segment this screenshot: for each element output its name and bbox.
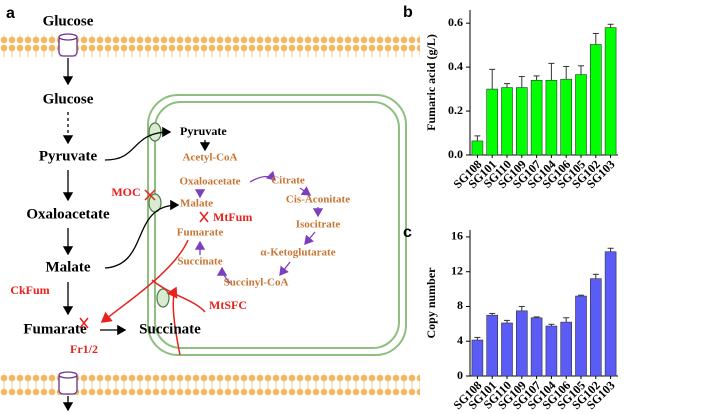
metabolite: Fumarate: [23, 321, 87, 337]
bar: [560, 321, 573, 377]
bar: [575, 74, 587, 156]
y-tick-label: 4: [457, 333, 463, 347]
diagram: a Glucose Glucose Pyruvate Oxaloacetate …: [0, 5, 420, 412]
y-tick-label: 0.6: [448, 15, 463, 29]
bar: [530, 80, 543, 156]
red-arrows: [79, 189, 209, 356]
bar: [471, 140, 484, 156]
y-tick-label: 0.0: [448, 147, 463, 161]
metabolite: Isocitrate: [296, 219, 341, 231]
y-tick-label: 12: [451, 263, 463, 277]
y-tick-label: 0: [457, 368, 463, 382]
mito-transporters: [148, 122, 170, 308]
bar: [589, 44, 602, 156]
metabolite: α-Ketoglutarate: [260, 247, 335, 259]
enzyme: MtFum: [213, 210, 252, 224]
bar: [486, 314, 499, 377]
y-tick-label: 0.4: [448, 59, 463, 73]
metabolite: Glucose: [43, 13, 94, 29]
metabolite: Acetyl-CoA: [183, 152, 238, 164]
y-axis-title: Copy number: [424, 267, 438, 339]
bar: [604, 27, 617, 156]
metabolite: Succinate: [177, 256, 222, 268]
metabolite: Succinyl-CoA: [224, 277, 289, 289]
y-tick-label: 8: [457, 298, 463, 312]
bar: [604, 251, 617, 377]
enzyme: MOC: [111, 185, 140, 199]
y-tick-label: 0.2: [448, 103, 463, 117]
bar: [501, 322, 513, 377]
tca-arrows: [194, 170, 324, 284]
metabolite: Fumarate: [177, 227, 224, 239]
metabolite: Malate: [46, 259, 91, 275]
bar: [486, 88, 499, 156]
metabolite: Cis-Aconitate: [286, 194, 350, 206]
enzyme: Fr1/2: [70, 342, 98, 356]
bar: [575, 295, 587, 377]
mitochondrion-inner: [154, 101, 400, 349]
bar: [515, 310, 528, 377]
metabolite: Oxaloacetate: [26, 206, 110, 222]
bar: [545, 325, 558, 377]
mitochondrion-outer: [147, 94, 407, 356]
metabolite: Pyruvate: [180, 124, 227, 138]
metabolite: Malate: [180, 198, 213, 210]
y-axis-title: Fumaric acid (g/L): [424, 34, 438, 131]
bar: [530, 317, 543, 377]
transporters: [58, 33, 78, 395]
bar: [501, 87, 513, 156]
panel-label: a: [6, 5, 15, 22]
metabolite: Citrate: [271, 175, 305, 187]
arrows: [62, 58, 211, 412]
enzyme: MtSFC: [209, 298, 247, 312]
metabolite: Glucose: [43, 91, 94, 107]
bar: [560, 78, 573, 156]
panel-label: c: [403, 224, 412, 241]
membrane: [0, 373, 420, 395]
metabolite: Oxaloacetate: [179, 176, 240, 188]
metabolite: Pyruvate: [39, 148, 98, 164]
metabolite: Succinate: [139, 321, 201, 337]
bar: [471, 339, 484, 377]
bar: [515, 87, 528, 156]
y-tick-label: 16: [451, 229, 463, 243]
membrane: [0, 35, 420, 57]
bar: [589, 278, 602, 377]
bar: [545, 80, 558, 156]
enzyme: CkFum: [10, 283, 49, 297]
panel-label: b: [403, 4, 413, 21]
